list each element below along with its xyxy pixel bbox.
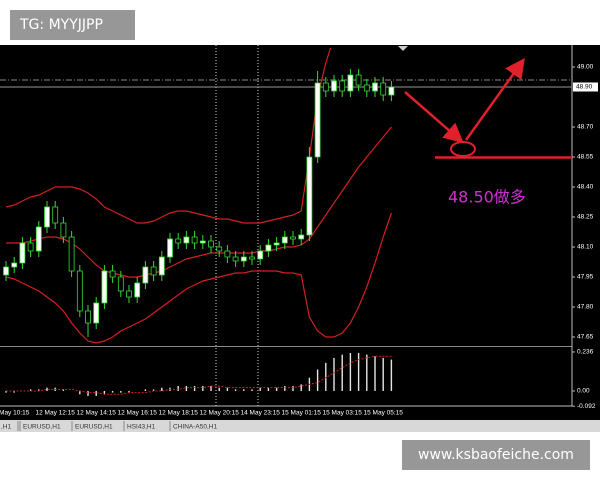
footer-watermark-box	[402, 440, 590, 470]
candle-body	[85, 310, 91, 324]
y-tick-label: 48.25	[577, 214, 594, 221]
candle-body	[150, 266, 157, 276]
candle-body	[52, 206, 59, 224]
candle-body	[44, 206, 50, 228]
y-tick-label: 48.40	[577, 184, 594, 191]
candle-body	[257, 250, 264, 260]
candle-body	[372, 82, 378, 92]
candle-body	[158, 256, 165, 276]
tab[interactable]: EURUSD,H1	[75, 424, 113, 431]
x-tick-label: 14 May 23:15	[241, 410, 281, 417]
candle-body	[331, 80, 337, 92]
candle-body	[175, 238, 182, 244]
plot: 49.00 48.70 48.55 48.40 48.25 48.10 47.95 47.80…	[0, 48, 598, 417]
price-pane	[3, 48, 395, 344]
tabs: ,H1 EURUSD,H1 EURUSD,H1 HSI43,H1 CHINA-A50,H…	[1, 421, 217, 431]
y-tick-label: 47.95	[577, 274, 594, 281]
candle-body	[93, 302, 100, 324]
candle-body	[117, 276, 124, 292]
candle-body	[142, 266, 149, 284]
watermark-box	[10, 10, 135, 40]
candle-body	[388, 86, 395, 96]
x-tick-label: 12 May 18:15	[159, 410, 199, 417]
y-tick-label: 49.00	[577, 64, 594, 71]
y-tick-label: 47.65	[577, 334, 594, 341]
annotation-arrow	[464, 57, 525, 141]
x-tick-label: 12 May 20:15	[200, 410, 240, 417]
candle-body	[19, 242, 26, 264]
candle-body	[216, 246, 223, 252]
candle-body	[3, 266, 9, 276]
candle-body	[27, 242, 34, 252]
tab[interactable]: CHINA-A50,H1	[173, 424, 217, 431]
candle-body	[355, 74, 362, 86]
candle-body	[347, 74, 354, 92]
candle-body	[183, 236, 190, 244]
band-line	[5, 212, 392, 344]
x-tick-label: 15 May 03:15	[323, 410, 363, 417]
candle-body	[208, 240, 214, 248]
candle-body	[232, 256, 239, 262]
candle-body	[11, 262, 18, 268]
candle-body	[35, 226, 42, 252]
candle-body	[191, 236, 198, 244]
footer-watermark: www.ksbaofeiche.com	[418, 447, 574, 463]
y2-tick-label: 0.236	[577, 349, 594, 356]
candle-body	[380, 82, 387, 96]
candle-body	[265, 244, 272, 252]
y2-tick-label: 0.00	[577, 388, 590, 395]
tab[interactable]: HSI43,H1	[127, 424, 156, 431]
x-tick-label: May 10:15	[0, 410, 30, 417]
candle-body	[281, 236, 288, 244]
candle-body	[249, 256, 255, 260]
candle-body	[314, 82, 321, 158]
x-tick-label: 12 May 16:15	[118, 410, 158, 417]
candle-body	[76, 270, 83, 312]
macd-signal	[6, 355, 392, 395]
candle-body	[167, 238, 173, 258]
y2-tick-label: -0.092	[577, 403, 596, 410]
candle-body	[109, 270, 116, 278]
annotation-circle	[450, 141, 476, 157]
candle-body	[339, 80, 346, 92]
chart-area	[0, 45, 600, 420]
candle-body	[240, 256, 247, 262]
candle-body	[134, 282, 141, 298]
current-price-label: 48.90	[576, 84, 593, 91]
y-tick-label: 47.80	[577, 304, 594, 311]
candle-body	[68, 236, 75, 272]
tab[interactable]: ,H1	[1, 424, 12, 431]
x-tick-label: 12 May 14:15	[77, 410, 117, 417]
y-tick-label: 48.70	[577, 124, 594, 131]
candle-body	[322, 82, 329, 92]
shift-marker	[398, 46, 408, 51]
annotation-arrow	[404, 91, 464, 144]
x-tick-label: 15 May 01:15	[282, 410, 322, 417]
candle-body	[363, 84, 370, 92]
current-price-box	[573, 82, 598, 92]
candle-body	[199, 240, 206, 244]
y-tick-label: 48.10	[577, 244, 594, 251]
candle-body	[101, 270, 108, 304]
candle-body	[290, 236, 296, 240]
candle-body	[224, 250, 231, 258]
tab-bar	[0, 420, 600, 432]
band-line	[5, 48, 332, 224]
candle-body	[298, 234, 305, 240]
candle-body	[306, 156, 313, 236]
candle-body	[60, 222, 67, 238]
y-tick-label: 48.55	[577, 154, 594, 161]
x-tick-label: 15 May 05:15	[364, 410, 404, 417]
candle-body	[273, 242, 280, 246]
annotation-text: 48.50做多	[448, 188, 526, 207]
candle-body	[126, 290, 132, 298]
tab[interactable]: EURUSD,H1	[23, 424, 61, 431]
x-tick-label: 12 May 12:15	[36, 410, 76, 417]
watermark: TG: MYYJJPP	[19, 17, 103, 33]
